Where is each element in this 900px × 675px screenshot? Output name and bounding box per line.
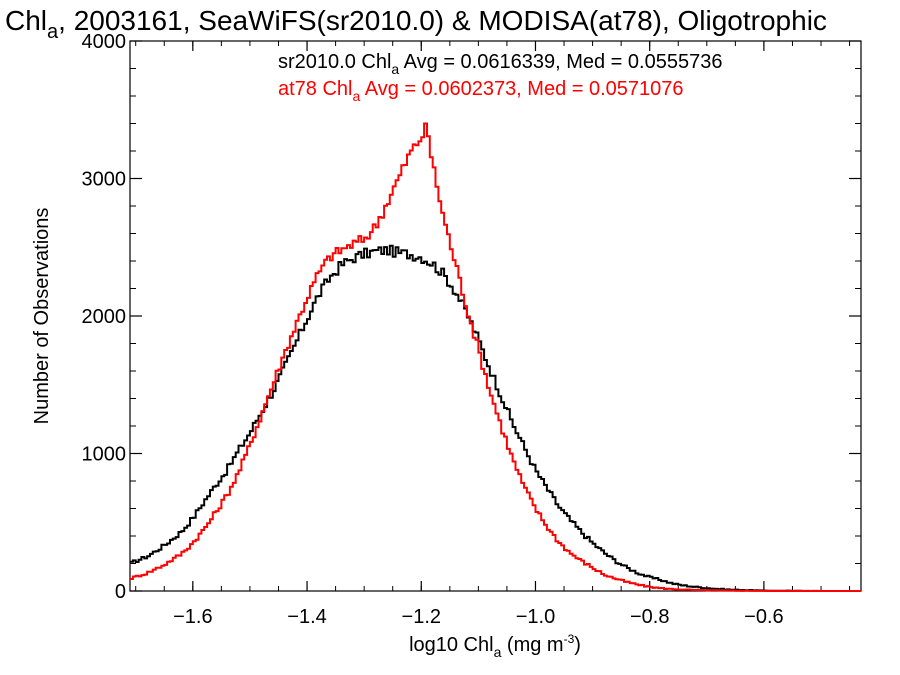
series-group	[130, 122, 861, 592]
x-tick-label: −1.2	[402, 606, 441, 628]
plot-frame	[129, 40, 862, 592]
x-tick-label: −0.6	[744, 606, 783, 628]
y-axis-label: Number of Observations	[31, 208, 53, 425]
y-axis: 0 1000 2000 3000 4000	[82, 31, 861, 603]
series-line-at78	[130, 122, 861, 592]
x-axis: −1.6 −1.4 −1.2 −1.0 −0.8 −0.6	[135, 41, 851, 628]
y-tick-label: 0	[115, 581, 126, 603]
x-tick-label: −1.6	[173, 606, 212, 628]
x-tick-label: −1.0	[516, 606, 555, 628]
series-line-sr2010.0	[130, 244, 861, 592]
y-tick-label: 4000	[82, 31, 127, 53]
chart-title: Chla, 2003161, SeaWiFS(sr2010.0) & MODIS…	[5, 5, 827, 43]
stats-line-at78: at78 Chla Avg = 0.0602373, Med = 0.05710…	[278, 78, 684, 104]
x-tick-label: −0.8	[630, 606, 669, 628]
y-tick-label: 2000	[82, 306, 127, 328]
y-tick-label: 1000	[82, 444, 127, 466]
y-tick-label: 3000	[82, 169, 127, 191]
x-axis-label: log10 Chla (mg m-3)	[409, 632, 581, 660]
stats-line-sr2010: sr2010.0 Chla Avg = 0.0616339, Med = 0.0…	[278, 51, 722, 77]
x-tick-label: −1.4	[287, 606, 326, 628]
